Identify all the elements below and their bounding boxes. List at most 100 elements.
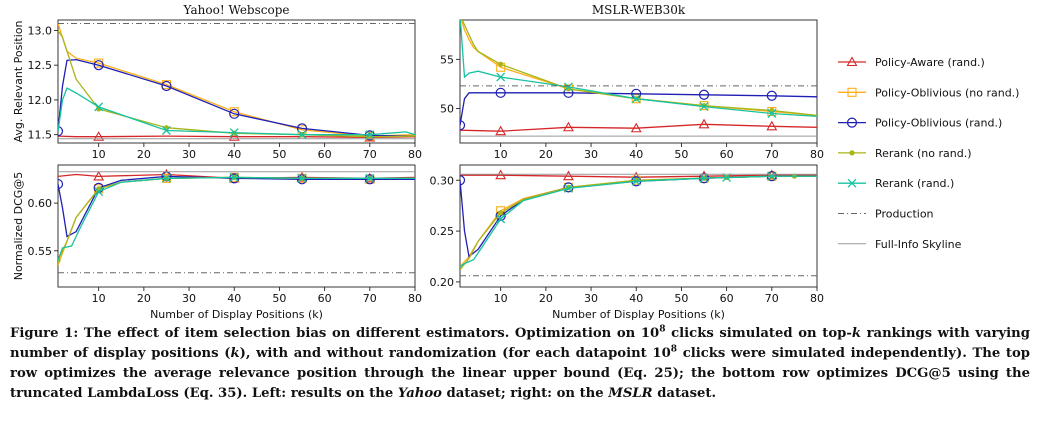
- legend-item: Rerank (rand.): [838, 177, 954, 190]
- x-tick-label: 80: [810, 148, 824, 161]
- legend-label: Full-Info Skyline: [875, 238, 962, 251]
- y-tick-label: 12.0: [28, 94, 53, 107]
- legend-item: Rerank (no rand.): [838, 147, 972, 160]
- circle-marker: [460, 175, 466, 186]
- x-marker: [699, 173, 709, 183]
- x-tick-label: 10: [92, 292, 106, 305]
- x-tick-label: 60: [720, 148, 734, 161]
- x-tick-label: 50: [674, 292, 688, 305]
- x-marker: [631, 176, 641, 186]
- triangle-marker: [766, 120, 778, 131]
- x-tick-label: 40: [227, 292, 241, 305]
- series-line: [460, 174, 817, 178]
- x-tick-label: 50: [272, 292, 286, 305]
- legend-label: Policy-Oblivious (rand.): [875, 117, 1002, 130]
- x-marker: [722, 173, 732, 182]
- x-tick-label: 80: [408, 292, 422, 305]
- plot-frame: [57, 19, 416, 144]
- chart-canvas: Yahoo! Webscope 11.5 12.0 12.5 13.0 10 20 30 40 5…: [12, 3, 1019, 321]
- series-line: [58, 176, 415, 261]
- x-axis-label: Number of Display Positions (k): [150, 308, 323, 321]
- series-line: [460, 175, 817, 258]
- x-tick-label: 10: [92, 148, 106, 161]
- circle-marker: [698, 89, 710, 100]
- triangle-marker: [563, 121, 574, 132]
- x-tick-label: 80: [810, 292, 824, 305]
- caption-text: dataset.: [652, 386, 717, 401]
- x-tick-label: 30: [584, 292, 598, 305]
- caption-text: The effect of item selection bias on dif…: [78, 326, 660, 341]
- triangle-marker: [563, 170, 574, 181]
- panel-title: Yahoo! Webscope: [183, 3, 290, 17]
- x-marker: [767, 109, 777, 118]
- x-tick-label: 50: [674, 148, 688, 161]
- figure-caption: Figure 1: The effect of item selection b…: [10, 324, 1030, 404]
- circle-marker: [846, 117, 858, 128]
- x-tick-label: 70: [765, 148, 779, 161]
- x-marker: [161, 126, 171, 135]
- series-line: [58, 135, 415, 139]
- x-tick-label: 70: [363, 292, 377, 305]
- circle-marker: [161, 80, 172, 92]
- circle-marker: [229, 108, 240, 119]
- x-marker: [365, 130, 375, 140]
- caption-exponent: 8: [670, 344, 678, 355]
- x-tick-label: 60: [318, 148, 332, 161]
- y-tick-label: 55: [440, 53, 454, 66]
- circle-marker: [364, 130, 375, 141]
- x-tick-label: 20: [539, 148, 553, 161]
- series-line: [460, 175, 817, 268]
- y-tick-label: 12.5: [28, 59, 53, 72]
- chart-panel: MSLR-WEB30k 50 55 10 20 30 40 50 60 70 80: [440, 3, 824, 161]
- y-tick-label: 11.5: [28, 129, 53, 142]
- y-tick-label: 0.60: [28, 197, 53, 210]
- series-line: [460, 92, 817, 126]
- plot-frame: [459, 19, 818, 144]
- x-tick-label: 60: [318, 292, 332, 305]
- series-line: [58, 176, 415, 261]
- x-tick-label: 30: [182, 148, 196, 161]
- square-marker: [847, 87, 857, 97]
- chart-panels: Yahoo! Webscope 11.5 12.0 12.5 13.0 10 20 30 40 5…: [12, 3, 824, 321]
- series-line: [460, 175, 817, 268]
- dot-marker: [498, 61, 504, 67]
- series-line: [58, 58, 415, 137]
- circle-marker: [460, 120, 466, 131]
- y-tick-label: 0.25: [430, 225, 455, 238]
- dot-marker: [849, 150, 855, 156]
- caption-text: ), with and without randomization (for e…: [239, 346, 671, 361]
- caption-k: k: [230, 346, 240, 361]
- circle-marker: [229, 173, 240, 184]
- x-marker: [563, 82, 573, 92]
- x-tick-label: 40: [629, 148, 643, 161]
- x-tick-label: 80: [408, 148, 422, 161]
- y-tick-label: 13.0: [28, 24, 53, 37]
- x-marker: [94, 187, 104, 197]
- x-marker: [699, 102, 709, 112]
- dot-marker: [498, 210, 504, 216]
- series-line: [58, 175, 415, 238]
- x-marker: [767, 171, 777, 181]
- triangle-marker: [228, 131, 240, 141]
- caption-mslr: MSLR: [608, 386, 653, 401]
- y-axis-label: Normalized DCG@5: [12, 172, 25, 281]
- triangle-marker: [495, 125, 507, 136]
- y-axis-label: Avg. Relevant Position: [12, 20, 25, 142]
- circle-marker: [296, 174, 308, 185]
- triangle-marker: [93, 131, 105, 141]
- legend-label: Production: [875, 208, 934, 221]
- x-marker: [229, 172, 239, 182]
- legend-item: Policy-Aware (rand.): [838, 56, 985, 69]
- series-group: [460, 20, 817, 137]
- series-line: [460, 175, 817, 271]
- series-group: [460, 169, 817, 277]
- circle-marker: [93, 60, 104, 71]
- circle-marker: [58, 126, 64, 137]
- legend: Policy-Aware (rand.) Policy-Oblivious (no…: [838, 56, 1019, 251]
- y-tick-label: 0.20: [430, 276, 455, 289]
- x-tick-label: 30: [584, 148, 598, 161]
- x-marker: [161, 173, 171, 183]
- legend-label: Rerank (rand.): [875, 177, 954, 190]
- legend-label: Rerank (no rand.): [875, 147, 972, 160]
